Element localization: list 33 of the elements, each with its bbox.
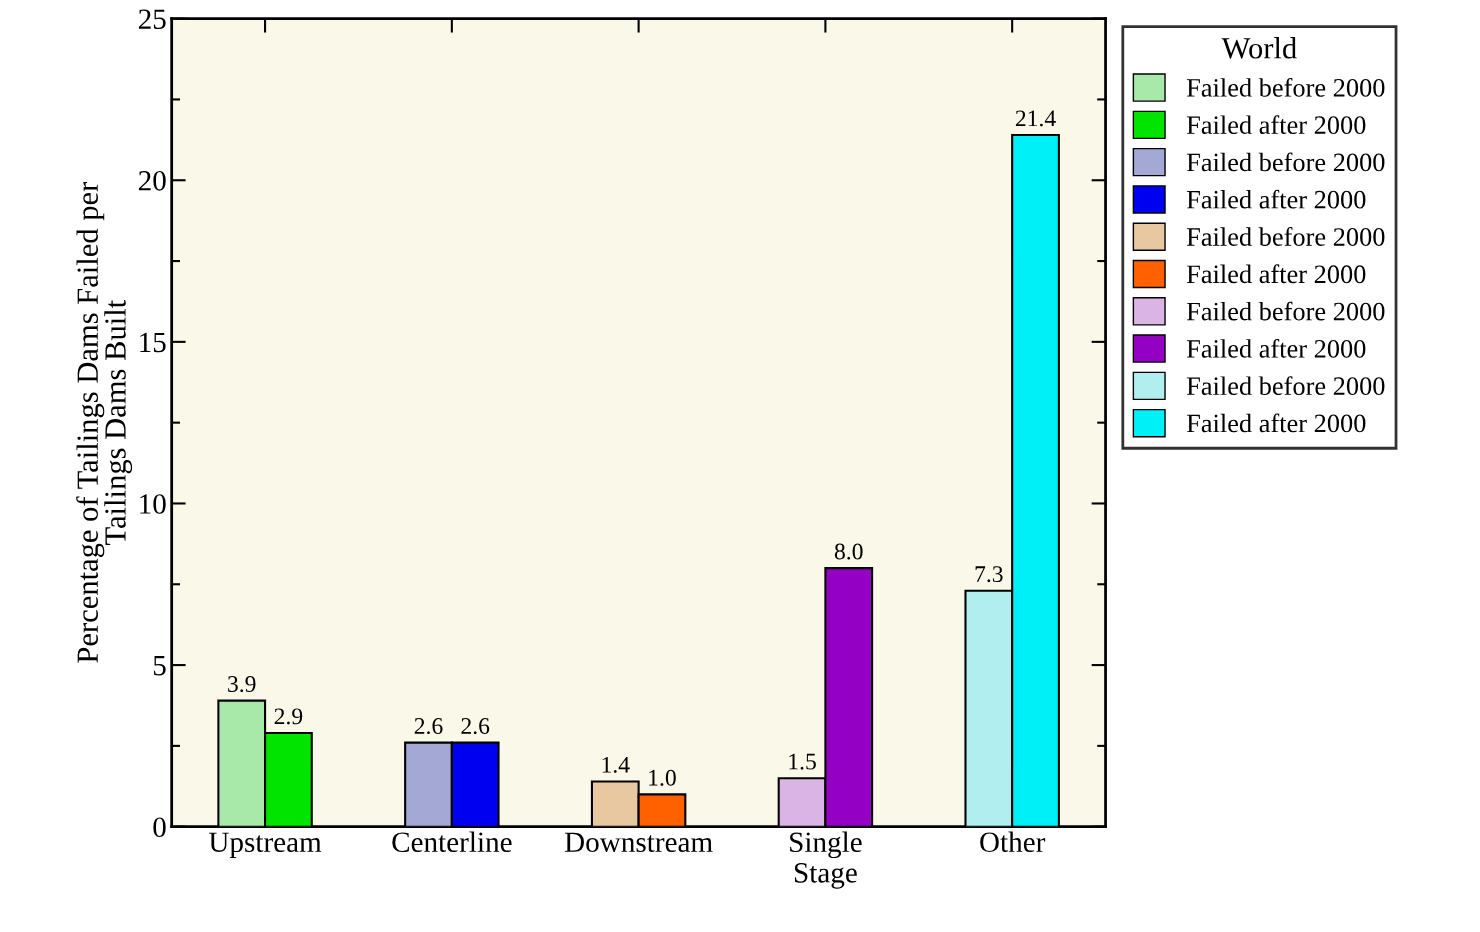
y-axis-title: Percentage of Tailings Dams Failed per Tailings Dams Built — [76, 182, 133, 663]
data-label: 2.9 — [274, 708, 303, 725]
legend-label: Failed before 2000 — [1186, 376, 1385, 396]
data-label: 2.6 — [414, 718, 443, 735]
text: Failed before 2000 — [1186, 77, 1385, 97]
text: Failed after 2000 — [1186, 338, 1366, 358]
legend-label: Failed after 2000 — [1186, 189, 1366, 209]
text: Failed after 2000 — [1186, 115, 1366, 135]
y-tick-label: 15 — [140, 332, 166, 353]
legend-title: World — [1221, 37, 1297, 59]
text: Failed after 2000 — [1186, 413, 1366, 433]
x-tick-label: Single Stage — [790, 831, 862, 889]
data-label: 8.0 — [834, 543, 863, 560]
text: Failed before 2000 — [1186, 227, 1385, 246]
text: Failed before 2000 — [1186, 301, 1385, 321]
data-label: 1.4 — [602, 756, 630, 773]
y-tick-label: 20 — [138, 170, 166, 191]
data-label: 3.9 — [228, 676, 256, 693]
x-tick-label: Centerline — [392, 831, 512, 853]
text: Failed before 2000 — [1186, 152, 1385, 172]
data-label: 21.4 — [1015, 110, 1056, 127]
data-label: 1.5 — [789, 753, 816, 770]
x-tick-label: Other — [980, 831, 1046, 853]
y-tick-label: 5 — [153, 656, 166, 676]
x-tick-label: Downstream — [564, 832, 713, 853]
data-label: 2.6 — [461, 718, 490, 735]
text: Failed after 2000 — [1186, 264, 1366, 284]
x-tick-label: Upstream — [208, 832, 322, 858]
y-tick-label: 0 — [153, 817, 166, 838]
y-tick-label: 25 — [138, 9, 166, 30]
data-label: 1.0 — [649, 769, 676, 786]
y-tick-label: 10 — [140, 494, 166, 514]
data-label: 7.3 — [975, 566, 1003, 583]
